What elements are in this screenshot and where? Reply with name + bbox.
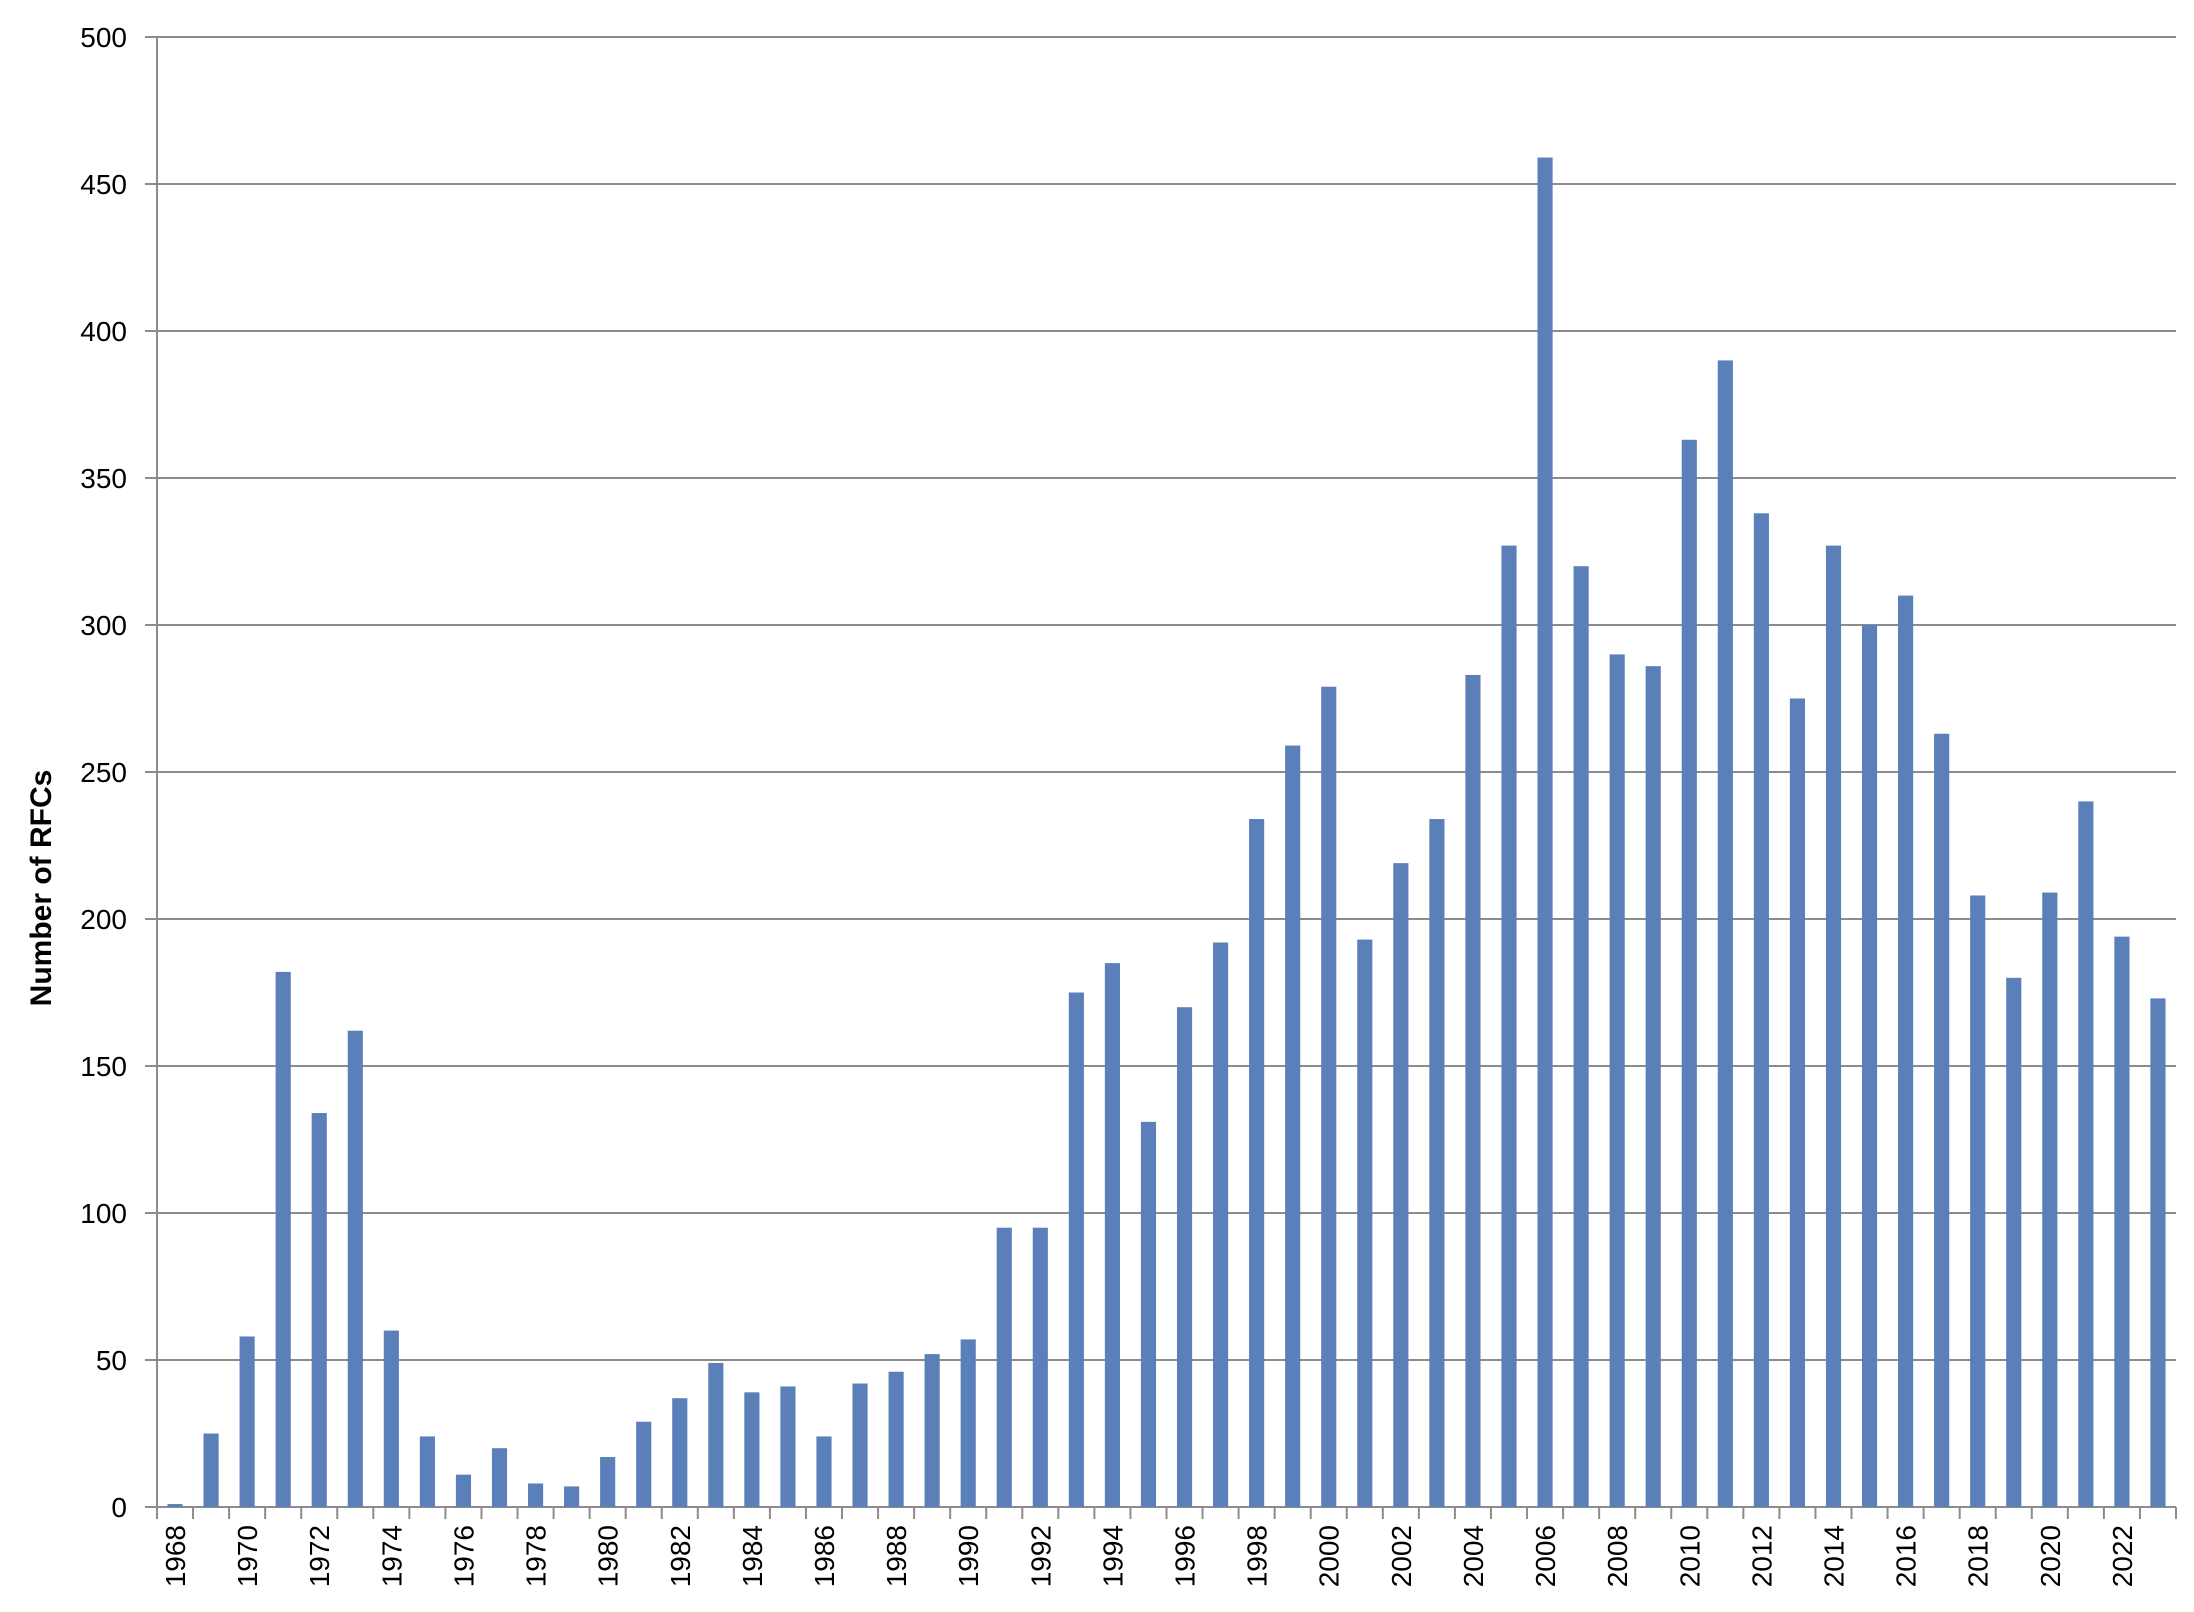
bar-1998 [1249, 819, 1265, 1507]
bar-1983 [708, 1362, 724, 1507]
y-tick-label: 100 [80, 1198, 127, 1229]
bar-1988 [888, 1371, 904, 1507]
x-tick-label: 2020 [2035, 1525, 2066, 1587]
x-tick-label: 1990 [953, 1525, 984, 1587]
bar-1977 [491, 1448, 508, 1507]
bar-2007 [1573, 566, 1589, 1507]
x-tick-label: 2018 [1963, 1525, 1994, 1587]
x-tick-label: 2016 [1891, 1525, 1922, 1587]
x-tick-label: 2000 [1314, 1525, 1345, 1587]
bar-2004 [1465, 674, 1481, 1507]
y-tick-label: 500 [80, 22, 127, 53]
bar-2006 [1537, 157, 1553, 1507]
bar-2015 [1861, 625, 1878, 1507]
bar-1994 [1104, 963, 1120, 1507]
bar-1990 [960, 1339, 976, 1507]
y-tick-label: 450 [80, 169, 127, 200]
bar-2003 [1429, 819, 1445, 1507]
y-tick-label: 200 [80, 904, 127, 935]
bar-1975 [419, 1436, 435, 1507]
x-tick-label: 1986 [809, 1525, 840, 1587]
x-tick-label: 2002 [1386, 1525, 1417, 1587]
bar-1986 [816, 1436, 832, 1507]
x-tick-label: 2012 [1746, 1525, 1777, 1587]
bar-2017 [1934, 733, 1950, 1507]
x-tick-label: 1994 [1097, 1525, 1128, 1587]
bar-2014 [1825, 545, 1842, 1507]
x-tick-label: 1968 [160, 1525, 191, 1587]
bar-1982 [672, 1398, 688, 1507]
bar-1993 [1068, 992, 1084, 1507]
bar-2016 [1898, 595, 1914, 1507]
bar-1980 [600, 1457, 616, 1507]
x-tick-label: 1996 [1170, 1525, 1201, 1587]
bar-1970 [239, 1336, 255, 1507]
bar-2001 [1357, 939, 1373, 1507]
bar-1981 [636, 1421, 652, 1507]
bar-1989 [924, 1354, 940, 1507]
y-tick-label: 50 [96, 1345, 127, 1376]
bar-1996 [1176, 1007, 1193, 1507]
x-tick-label: 1998 [1242, 1525, 1273, 1587]
bar-1971 [275, 971, 291, 1507]
x-tick-label: 1980 [593, 1525, 624, 1587]
bar-2022 [2114, 936, 2130, 1507]
bar-1972 [311, 1113, 327, 1507]
bar-1997 [1213, 942, 1229, 1507]
x-tick-label: 2010 [1674, 1525, 1705, 1587]
bar-1978 [527, 1483, 544, 1507]
bar-2012 [1753, 513, 1769, 1507]
y-tick-label: 150 [80, 1051, 127, 1082]
bar-1991 [996, 1227, 1012, 1507]
bar-1973 [347, 1030, 363, 1507]
x-tick-label: 1992 [1025, 1525, 1056, 1587]
x-tick-label: 1978 [521, 1525, 552, 1587]
bar-2008 [1609, 654, 1625, 1507]
bar-2010 [1681, 439, 1697, 1507]
x-tick-label: 1974 [376, 1525, 407, 1587]
bar-2023 [2150, 998, 2166, 1507]
y-tick-label: 400 [80, 316, 127, 347]
bar-2011 [1717, 360, 1733, 1507]
bar-2021 [2078, 801, 2094, 1507]
bar-2000 [1321, 686, 1337, 1507]
bar-1987 [852, 1383, 868, 1507]
x-tick-label: 1972 [304, 1525, 335, 1587]
x-tick-label: 2004 [1458, 1525, 1489, 1587]
x-tick-label: 1988 [881, 1525, 912, 1587]
bar-2020 [2042, 892, 2058, 1507]
bar-2002 [1393, 863, 1409, 1507]
y-tick-label: 250 [80, 757, 127, 788]
x-tick-label: 1970 [232, 1525, 263, 1587]
bar-2018 [1970, 895, 1986, 1507]
y-tick-label: 0 [111, 1492, 127, 1523]
bar-2013 [1789, 698, 1806, 1507]
bar-1974 [383, 1330, 399, 1507]
x-tick-label: 1976 [448, 1525, 479, 1587]
bar-1979 [564, 1486, 580, 1507]
x-tick-label: 1984 [737, 1525, 768, 1587]
bar-2009 [1645, 666, 1661, 1507]
y-tick-label: 350 [80, 463, 127, 494]
y-axis-label: Number of RFCs [25, 769, 58, 1007]
bar-1968 [167, 1504, 183, 1507]
bar-1985 [780, 1386, 796, 1507]
bar-2019 [2006, 977, 2022, 1507]
bar-1984 [744, 1392, 760, 1507]
y-tick-label: 300 [80, 610, 127, 641]
bar-1976 [455, 1474, 472, 1507]
x-tick-label: 2022 [2107, 1525, 2138, 1587]
x-tick-label: 2006 [1530, 1525, 1561, 1587]
bar-1969 [203, 1433, 219, 1507]
x-tick-label: 1982 [665, 1525, 696, 1587]
bar-1992 [1032, 1227, 1048, 1507]
x-tick-label: 2008 [1602, 1525, 1633, 1587]
bar-2005 [1501, 545, 1517, 1507]
x-tick-label: 2014 [1818, 1525, 1849, 1587]
bar-1995 [1140, 1121, 1157, 1507]
bar-1999 [1285, 745, 1301, 1507]
